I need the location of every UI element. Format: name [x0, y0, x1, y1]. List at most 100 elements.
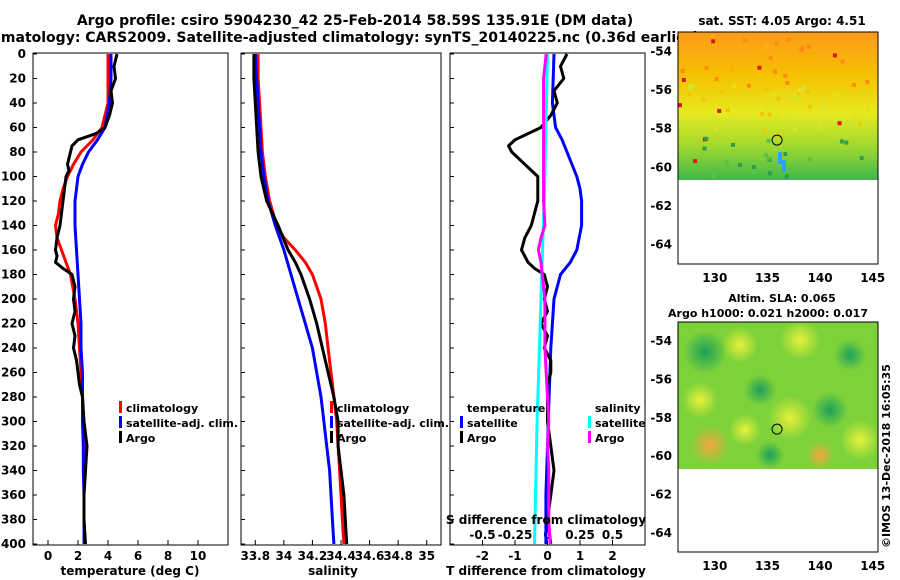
sst-pixel: [773, 69, 777, 74]
map-y-tick-label: -58: [650, 122, 672, 136]
x-tick-label: 34.8: [383, 549, 413, 563]
sst-pixel: [764, 153, 768, 158]
x-tick-label: 2: [608, 549, 616, 563]
x-tick-label: 8: [164, 549, 172, 563]
sst-pixel: [680, 68, 685, 73]
sst-pixel: [859, 156, 864, 161]
depth-tick-label: 120: [1, 194, 26, 208]
sst-pixel: [688, 84, 692, 88]
map-y-tick-label: -62: [650, 488, 672, 502]
x-tick-label: 2: [74, 549, 82, 563]
legend-swatch-satellite: [330, 416, 333, 428]
sst-pixel: [704, 136, 709, 141]
x-top-tick-label: -0.5: [469, 528, 495, 542]
sst-pixel: [730, 169, 735, 174]
sst-pixel: [865, 80, 870, 85]
x-top-tick-label: -0.25: [498, 528, 533, 542]
depth-tick-label: 300: [1, 415, 26, 429]
sst-pixel: [821, 103, 826, 108]
sst-pixel: [776, 97, 781, 101]
sst-pixel: [807, 104, 812, 109]
map-x-tick-label: 130: [702, 271, 727, 285]
temperature-x-ticks: 0 2 4 6 8 10: [44, 540, 206, 563]
sst-pixel: [771, 92, 776, 97]
sst-pixel: [731, 142, 735, 147]
sst-pixel: [775, 133, 780, 138]
sst-pixel: [807, 157, 812, 162]
salinity-legend: climatology satellite-adj. clim. Argo: [330, 401, 449, 445]
sla-field-texture: [682, 320, 880, 469]
x-tick-label: 4: [104, 549, 112, 563]
map-y-tick-label: -58: [650, 411, 672, 425]
depth-tick-label: 340: [1, 464, 26, 478]
sst-pixel: [781, 93, 786, 98]
figure-title-line2: Climatology: CARS2009. Satellite-adjuste…: [0, 30, 699, 46]
depth-tick-label: 180: [1, 268, 26, 282]
sst-pixel: [702, 146, 707, 151]
sst-pixel: [794, 54, 799, 59]
sst-pixel: [797, 88, 802, 93]
map-y-tick-label: -54: [650, 44, 672, 58]
sst-pixel: [767, 171, 772, 176]
sst-pixel: [704, 65, 709, 70]
sst-pixel: [681, 78, 686, 82]
sst-map-title: sat. SST: 4.05 Argo: 4.51: [698, 14, 865, 28]
map-y-tick-label: -56: [650, 373, 672, 387]
sla-map: [677, 320, 880, 553]
sst-pixel: [866, 120, 871, 125]
map-y-tick-label: -60: [650, 160, 672, 174]
imos-watermark: ©IMOS 13-Dec-2018 16:05:35: [880, 364, 893, 548]
difference-legend-temperature: temperature satellite Argo: [460, 402, 545, 445]
sla-blob: [682, 382, 718, 418]
map-y-tick-label: -60: [650, 449, 672, 463]
sla-blob: [690, 425, 730, 465]
sst-pixel: [720, 89, 725, 94]
legend-label-climatology: climatology: [126, 402, 198, 415]
sla-blob: [756, 441, 784, 469]
sst-map-frame: [677, 31, 879, 265]
legend-heading-temperature: temperature: [467, 402, 545, 415]
x-tick-label: 33.8: [240, 549, 270, 563]
map-y-tick-label: -64: [650, 238, 672, 252]
sla-map-frame: [677, 321, 879, 553]
sst-pixel: [701, 97, 706, 102]
series-s-satellite: [533, 53, 549, 545]
salinity-x-ticks: 33.8 34 34.234.434.634.8 35: [240, 540, 435, 563]
sst-pixel: [764, 44, 769, 49]
sst-pixel: [782, 160, 786, 172]
sst-pixel: [760, 112, 765, 117]
sst-pixel: [752, 165, 756, 169]
x-tick-label: 0: [543, 549, 551, 563]
map-x-tick-label: 135: [755, 559, 780, 573]
map-x-tick-label: 145: [860, 559, 885, 573]
sst-pixel: [774, 113, 779, 118]
sst-pixel: [742, 37, 747, 42]
sst-field-texture: [678, 34, 871, 179]
series-t-satellite: [544, 53, 584, 544]
sst-pixel: [732, 84, 737, 89]
sst-pixel: [792, 96, 797, 101]
legend-swatch-argo: [119, 431, 122, 443]
x-tick-label: 35: [418, 549, 435, 563]
depth-tick-label: 160: [1, 243, 26, 257]
sla-blob: [834, 339, 866, 371]
x-tick-label: 1: [576, 549, 584, 563]
legend-label-argo: Argo: [337, 432, 367, 445]
depth-tick-label: 80: [9, 145, 26, 159]
series-satellite-adj-clim: [253, 53, 336, 545]
sst-pixel: [840, 59, 845, 64]
sst-pixel: [725, 108, 730, 113]
sst-pixel: [858, 121, 863, 126]
sst-pixel: [839, 139, 844, 144]
legend-label-satellite: satellite-adj. clim.: [337, 417, 449, 430]
depth-tick-label: 220: [1, 317, 26, 331]
series-argo: [252, 54, 349, 545]
legend-swatch-t-argo: [460, 431, 463, 443]
temperature-panel: [32, 52, 229, 546]
map-y-tick-label: -64: [650, 526, 672, 540]
sla-map-title-line1: Altim. SLA: 0.065: [728, 292, 835, 305]
legend-label-satellite: satellite-adj. clim.: [126, 417, 238, 430]
depth-tick-label: 20: [9, 72, 26, 86]
t-difference-x-ticks: -2 -1 0 1 2: [476, 540, 617, 563]
